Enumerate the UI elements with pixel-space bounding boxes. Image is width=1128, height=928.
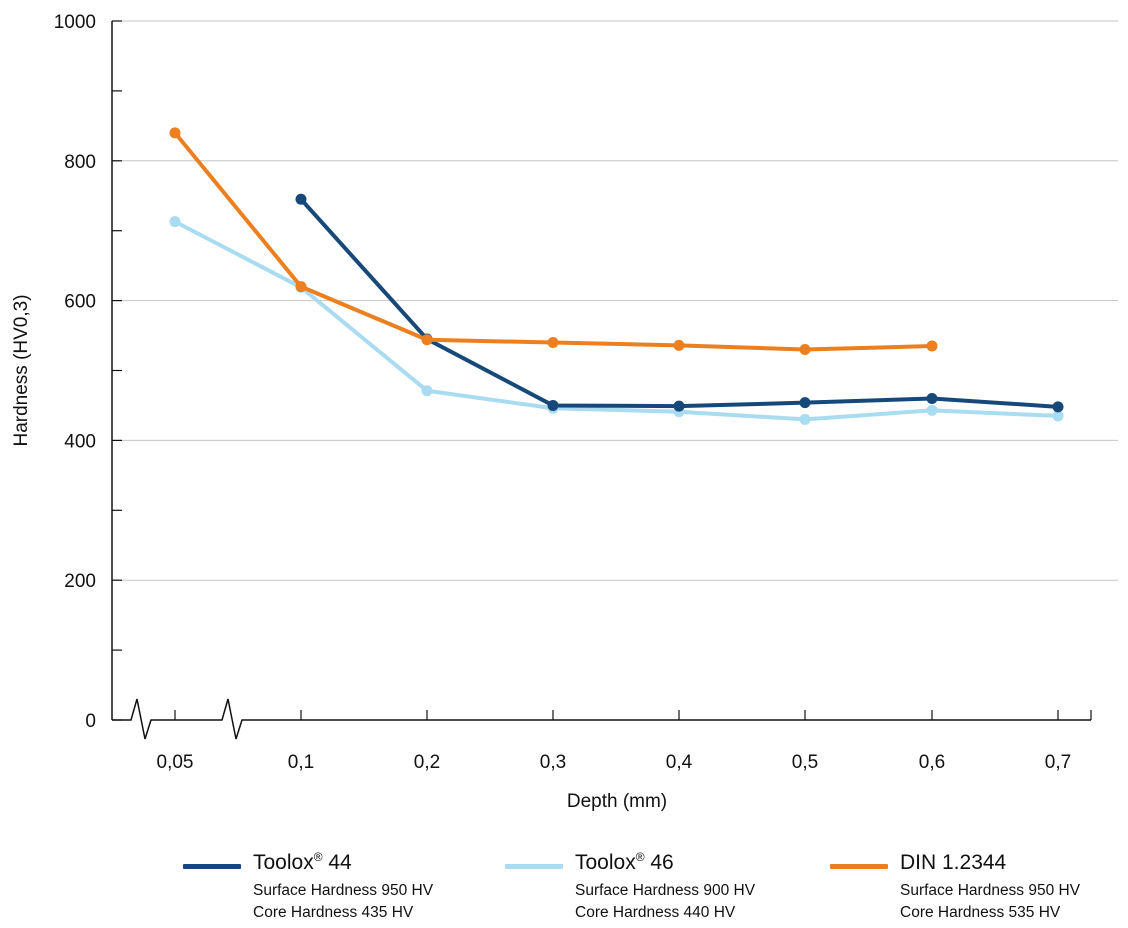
- data-point-toolox-46: [421, 385, 433, 397]
- legend-core-hardness: Core Hardness 535 HV: [900, 904, 1061, 921]
- legend-swatch-toolox-46: [505, 864, 563, 869]
- y-tick-label: 400: [64, 431, 96, 452]
- data-point-toolox-44: [673, 400, 685, 412]
- legend-surface-hardness: Surface Hardness 900 HV: [575, 882, 756, 899]
- x-tick-label: 0,6: [919, 752, 945, 773]
- legend-series-name: Toolox® 46: [575, 850, 674, 874]
- legend-series-name: Toolox® 44: [253, 850, 352, 874]
- legend-swatch-toolox-44: [183, 864, 241, 869]
- data-point-toolox-44: [926, 392, 938, 404]
- x-tick-label: 0,3: [540, 752, 566, 773]
- legend-surface-hardness: Surface Hardness 950 HV: [253, 882, 434, 899]
- y-tick-label: 0: [85, 711, 96, 732]
- series-line-din-1-2344: [173, 130, 934, 352]
- y-axis-title: Hardness (HV0,3): [11, 294, 32, 446]
- x-tick-label: 0,4: [666, 752, 693, 773]
- data-point-toolox-46: [799, 413, 811, 425]
- data-point-toolox-46: [1052, 410, 1064, 422]
- x-tick-label: 0,5: [792, 752, 818, 773]
- data-point-din-1-2344: [673, 339, 685, 351]
- data-point-din-1-2344: [547, 337, 559, 349]
- data-point-toolox-46: [926, 404, 938, 416]
- legend-swatch-din-1-2344: [830, 864, 888, 869]
- x-tick-label: 0,7: [1045, 752, 1071, 773]
- y-tick-label: 800: [64, 152, 96, 173]
- axes: [111, 20, 1092, 740]
- data-point-din-1-2344: [295, 281, 307, 293]
- data-point-din-1-2344: [169, 127, 181, 139]
- x-tick-label: 0,2: [414, 752, 440, 773]
- x-tick-label: 0,05: [157, 752, 194, 773]
- legend-series-name: DIN 1.2344: [900, 851, 1007, 874]
- data-point-toolox-44: [295, 193, 307, 205]
- legend-core-hardness: Core Hardness 435 HV: [253, 904, 414, 921]
- grid-lines: [112, 20, 1118, 581]
- y-tick-label: 1000: [54, 12, 96, 33]
- legend-surface-hardness: Surface Hardness 950 HV: [900, 882, 1081, 899]
- series-lines: [169, 127, 1064, 425]
- series-line-toolox-46: [173, 219, 1060, 422]
- data-point-din-1-2344: [926, 340, 938, 352]
- x-axis-line: [112, 698, 1091, 740]
- data-point-toolox-44: [547, 399, 559, 411]
- hardness-chart: 0 200 400 600 800 1000 Hardness (HV0,3) 0,05 0,1…: [11, 12, 1118, 812]
- series-toolox-46: [169, 216, 1064, 425]
- series-line-toolox-44: [299, 197, 1060, 409]
- y-tick-label: 600: [64, 292, 96, 313]
- data-point-toolox-46: [169, 216, 181, 228]
- x-tick-label: 0,1: [288, 752, 314, 773]
- data-point-toolox-44: [1052, 401, 1064, 413]
- data-point-din-1-2344: [421, 334, 433, 346]
- legend: Toolox® 44 Surface Hardness 950 HV Core …: [0, 848, 1128, 928]
- y-tick-label: 200: [64, 571, 96, 592]
- series-din-1-2344: [169, 127, 938, 356]
- data-point-din-1-2344: [799, 344, 811, 356]
- data-point-toolox-44: [799, 397, 811, 409]
- legend-core-hardness: Core Hardness 440 HV: [575, 904, 736, 921]
- x-axis-title: Depth (mm): [567, 791, 667, 812]
- axis-labels: 0 200 400 600 800 1000 Hardness (HV0,3) 0,05 0,1…: [11, 12, 1071, 812]
